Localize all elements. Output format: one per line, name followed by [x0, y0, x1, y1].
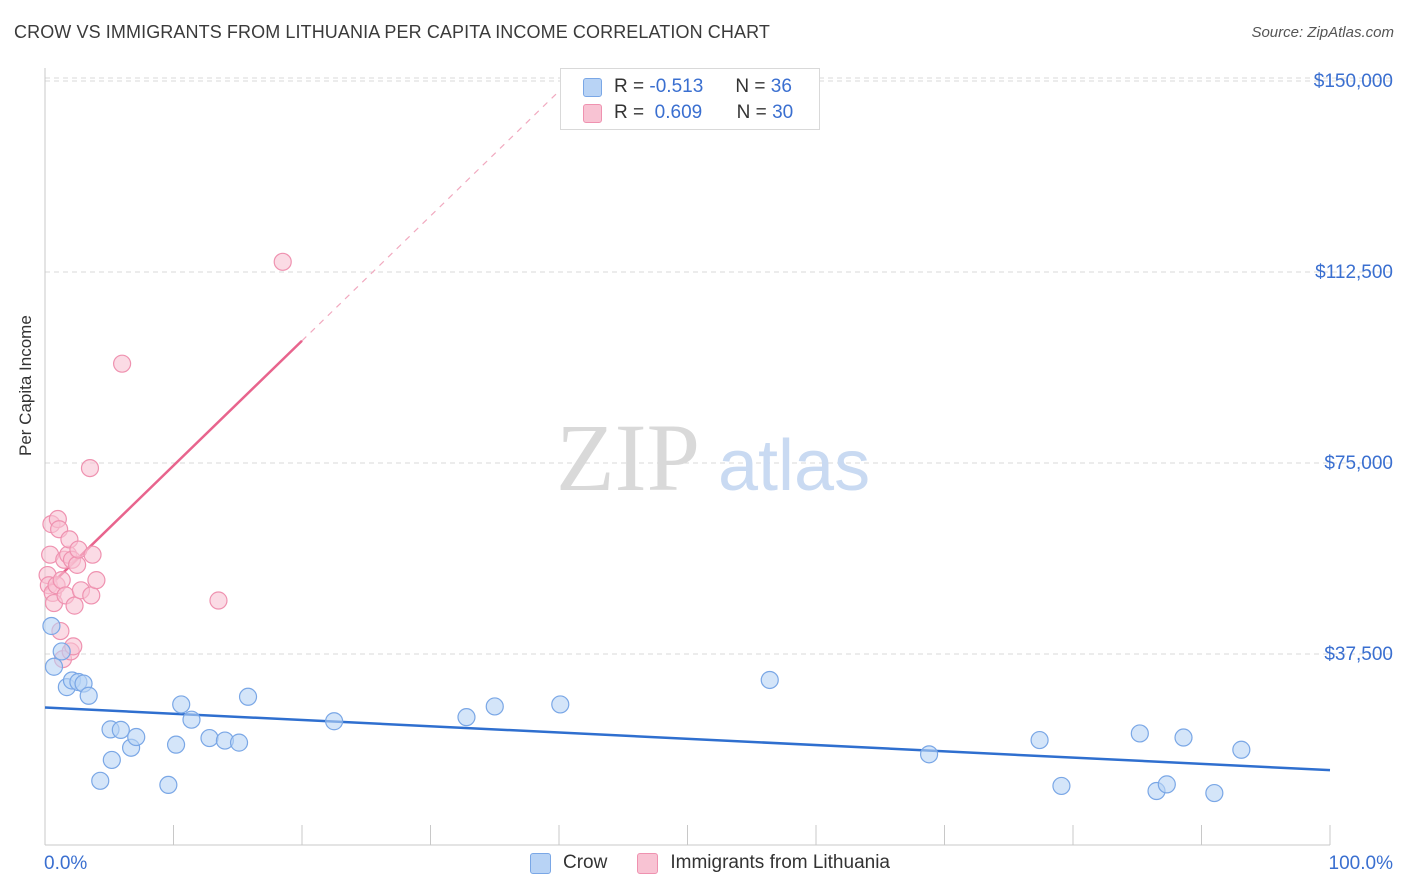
lithuania-point: [273, 252, 292, 271]
crow-point: [551, 695, 570, 714]
r-value: 0.609: [654, 102, 703, 123]
watermark-zip: ZIP: [556, 404, 700, 511]
crow-point: [166, 735, 186, 754]
crow-point: [111, 720, 130, 739]
crow-point: [1205, 783, 1224, 803]
x-tick-label: 0.0%: [44, 853, 87, 874]
source-label: Source: ZipAtlas.com: [1251, 24, 1394, 41]
crow-point: [1232, 740, 1251, 759]
crow-point: [760, 670, 779, 690]
data-points: [38, 252, 1251, 803]
chart-title: CROW VS IMMIGRANTS FROM LITHUANIA PER CA…: [14, 22, 770, 42]
grid-lines: [45, 77, 1392, 655]
legend-row-lithuania: R = 0.609 N = 30: [583, 101, 793, 125]
r-value: -0.513: [649, 76, 704, 97]
y-axis-label: Per Capita Income: [16, 315, 35, 456]
lithuania-point: [52, 571, 71, 590]
crow-point: [91, 771, 110, 790]
n-label: N =: [736, 102, 767, 123]
lithuania-point: [65, 596, 84, 615]
n-value: 30: [772, 102, 794, 123]
crow-point: [457, 708, 476, 727]
crow-point: [182, 710, 201, 729]
axes: [44, 68, 1331, 846]
crow-point: [172, 695, 191, 714]
tick-labels: $37,500 $75,000 $112,500 $150,000 0.0% 100.0%: [44, 71, 1393, 874]
crow-point: [1052, 776, 1071, 796]
crow-trend-line: [44, 706, 1331, 772]
r-label: R =: [614, 76, 645, 97]
lithuania-point: [83, 545, 102, 564]
lithuania-trend-extension: [301, 90, 560, 342]
n-label: N =: [735, 76, 766, 97]
lithuania-point: [82, 586, 101, 605]
crow-point: [42, 616, 61, 636]
stats-legend: R = -0.513 N = 36 R = 0.609 N = 30: [560, 68, 820, 130]
watermark-atlas: atlas: [718, 426, 870, 506]
crow-point: [102, 750, 121, 770]
crow-point: [200, 728, 219, 748]
crow-point: [485, 697, 504, 716]
lithuania-point: [87, 571, 106, 590]
n-value: 36: [770, 76, 792, 97]
r-label: R =: [614, 102, 645, 123]
lithuania-point: [68, 555, 87, 574]
crow-point: [1130, 724, 1149, 743]
crow-point: [325, 712, 344, 731]
x-tick-label: 100.0%: [1329, 853, 1394, 874]
crow-point: [229, 733, 249, 752]
y-tick-label: $112,500: [1315, 262, 1393, 283]
y-tick-label: $37,500: [1324, 644, 1393, 665]
crow-point: [52, 642, 71, 661]
lithuania-point: [209, 591, 228, 610]
lithuania-point: [80, 458, 100, 478]
series-legend: Crow Immigrants from Lithuania: [530, 852, 920, 874]
crow-point: [238, 687, 258, 706]
y-tick-label: $75,000: [1324, 453, 1393, 474]
legend-item-lithuania[interactable]: Immigrants from Lithuania: [637, 852, 890, 874]
crow-point: [159, 775, 178, 794]
legend-row-crow: R = -0.513 N = 36: [583, 75, 792, 99]
legend-label: Immigrants from Lithuania: [670, 852, 890, 873]
lithuania-point: [112, 354, 132, 373]
legend-label: Crow: [563, 852, 608, 873]
y-tick-label: $150,000: [1314, 71, 1393, 92]
crow-point: [44, 657, 64, 676]
crow-swatch: [530, 852, 551, 874]
crow-point: [1174, 728, 1193, 747]
crow-point: [79, 686, 98, 705]
crow-swatch: [583, 77, 602, 97]
legend-item-crow[interactable]: Crow: [530, 852, 607, 874]
crow-point: [1030, 730, 1049, 750]
crow-point: [919, 745, 939, 764]
crow-point: [127, 727, 146, 747]
lithuania-swatch: [583, 103, 602, 123]
crow-point: [1157, 775, 1176, 794]
watermark: ZIP atlas: [556, 404, 870, 511]
lithuania-swatch: [637, 852, 659, 874]
